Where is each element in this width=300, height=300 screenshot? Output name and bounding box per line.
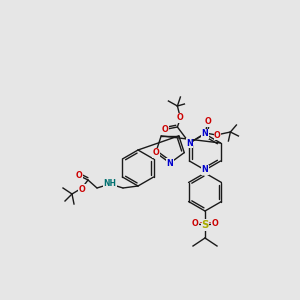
- Text: O: O: [214, 130, 221, 140]
- Text: O: O: [177, 113, 184, 122]
- Text: ·: ·: [208, 218, 212, 230]
- Text: O: O: [76, 170, 82, 179]
- Text: O: O: [152, 148, 159, 157]
- Text: N: N: [167, 158, 173, 167]
- Text: ·: ·: [199, 218, 203, 230]
- Text: O: O: [79, 184, 86, 194]
- Text: O: O: [205, 118, 212, 127]
- Text: N: N: [202, 166, 208, 175]
- Text: N: N: [186, 139, 193, 148]
- Text: O: O: [212, 220, 218, 229]
- Text: N: N: [202, 130, 208, 139]
- Text: S: S: [201, 220, 209, 230]
- Text: O: O: [192, 220, 198, 229]
- Text: NH: NH: [103, 179, 116, 188]
- Text: O: O: [162, 124, 169, 134]
